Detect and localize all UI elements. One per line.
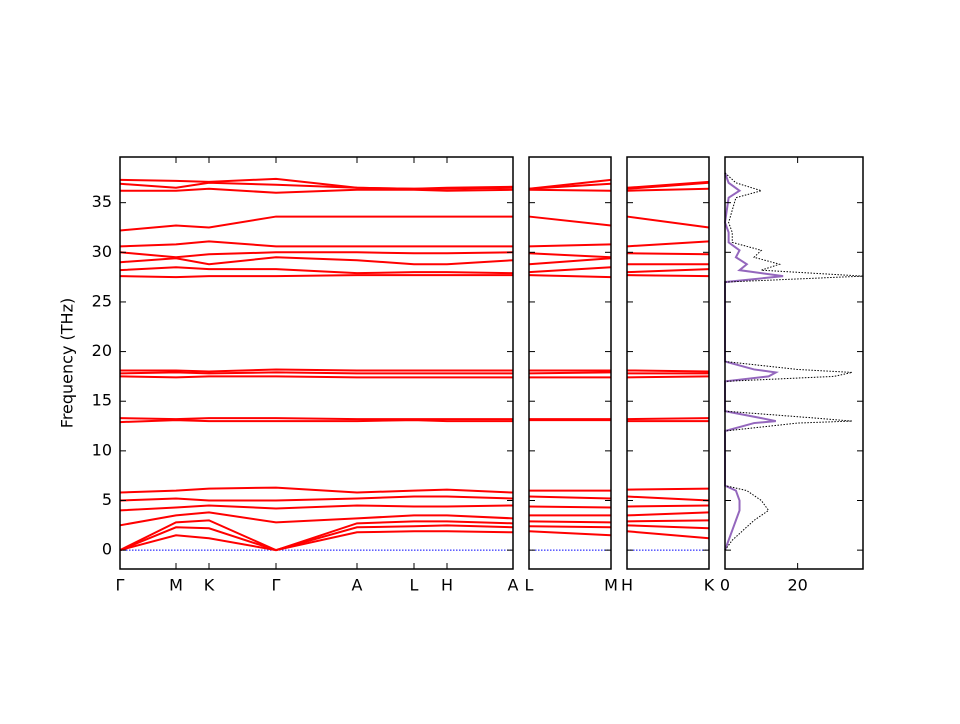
band-line (626, 524, 710, 530)
band-line (626, 274, 710, 278)
x-tick-label: K (704, 576, 715, 595)
panel-frame (724, 156, 864, 570)
band-line (119, 419, 513, 424)
band-line (626, 180, 710, 189)
band-line (528, 274, 612, 279)
y-tick-label: 0 (102, 540, 112, 559)
band-line (626, 417, 710, 421)
y-tick-label: 30 (92, 242, 112, 261)
band-line (528, 188, 612, 192)
band-line (724, 172, 864, 551)
x-tick-label: A (508, 576, 519, 595)
band-line (626, 187, 710, 192)
band-line (626, 240, 710, 248)
band-line (120, 187, 514, 194)
band-line (626, 511, 710, 517)
band-line (120, 368, 513, 373)
x-tick-label: Γ (272, 576, 281, 595)
band-line (119, 486, 514, 494)
band-line (626, 519, 710, 523)
band-line (626, 215, 710, 229)
band-line (528, 178, 612, 190)
band-line (119, 524, 514, 552)
x-tick-label: 0 (720, 576, 730, 595)
band-line (119, 495, 514, 502)
x-tick-label: 20 (787, 576, 807, 595)
band-line (119, 256, 514, 266)
band-line (119, 240, 513, 248)
band-line (528, 266, 612, 274)
band-line (528, 505, 612, 509)
band-line (528, 530, 612, 537)
x-tick-label: K (204, 576, 215, 595)
y-tick-label: 20 (92, 341, 112, 360)
band-line (626, 487, 710, 491)
x-tick-label: M (169, 576, 183, 595)
band-line (528, 252, 612, 259)
band-line (119, 504, 514, 512)
band-line (119, 371, 513, 375)
band-line (626, 530, 710, 540)
band-line (626, 252, 710, 256)
x-tick-label: L (525, 576, 534, 595)
band-line (626, 504, 710, 508)
band-line (626, 495, 710, 502)
band-line (119, 215, 513, 232)
band-line (528, 243, 612, 248)
y-tick-label: 15 (92, 391, 112, 410)
band-line (119, 266, 514, 275)
x-tick-label: A (352, 576, 363, 595)
band-line (119, 375, 513, 379)
panel-frame (528, 156, 612, 570)
y-tick-label: 10 (92, 440, 112, 459)
x-tick-label: H (621, 576, 633, 595)
band-line (528, 257, 612, 266)
band-line (119, 251, 514, 259)
band-line (528, 215, 612, 227)
band-line (119, 511, 514, 527)
band-line (119, 417, 513, 421)
y-tick-label: 25 (92, 291, 112, 310)
band-line (528, 495, 612, 500)
band-line (626, 268, 710, 274)
y-tick-label: 5 (102, 490, 112, 509)
x-tick-label: Γ (116, 576, 125, 595)
band-line (119, 519, 514, 552)
band-line (528, 520, 612, 524)
band-line (119, 530, 514, 552)
band-line (119, 177, 514, 190)
y-axis-label: Frequency (THz) (58, 298, 77, 428)
panel-frame (119, 156, 514, 570)
band-line (528, 371, 612, 375)
panel-frame (626, 156, 710, 570)
x-tick-label: L (410, 576, 419, 595)
band-line (119, 274, 513, 279)
x-tick-label: H (441, 576, 453, 595)
band-line (626, 369, 710, 373)
x-tick-label: M (604, 576, 618, 595)
band-line (528, 525, 612, 529)
band-line (626, 375, 710, 379)
band-line (723, 172, 784, 551)
y-tick-label: 35 (92, 192, 112, 211)
